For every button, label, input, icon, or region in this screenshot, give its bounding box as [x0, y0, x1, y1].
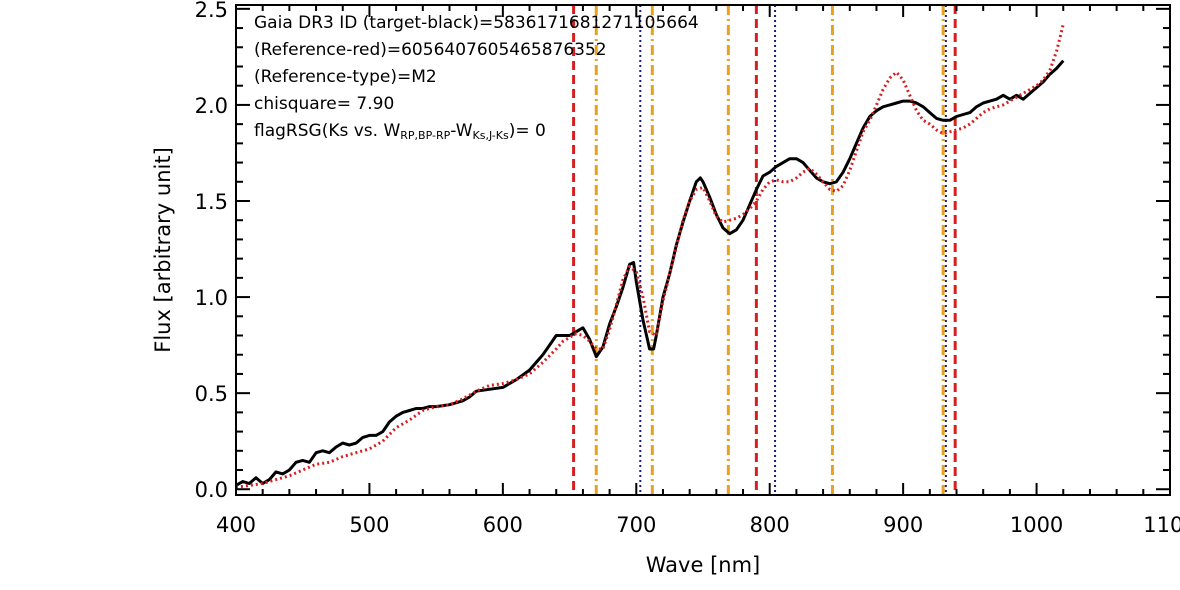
- x-tick-label: 900: [883, 513, 923, 537]
- y-tick-label: 2.0: [195, 94, 228, 118]
- y-tick-label: 0.5: [195, 382, 228, 406]
- x-tick-label: 800: [750, 513, 790, 537]
- spectra: [236, 23, 1065, 489]
- annotation-line-3: chisquare= 7.90: [254, 94, 394, 114]
- annotation-line-2: (Reference-type)=M2: [254, 67, 437, 87]
- reference-lines: [572, 5, 957, 495]
- y-tick-label: 1.0: [195, 286, 228, 310]
- y-tick-label: 0.0: [195, 478, 228, 502]
- annotation-line-1: (Reference-red)=6056407605465876352: [254, 40, 607, 60]
- x-tick-label: 400: [216, 513, 256, 537]
- y-axis-label: Flux [arbitrary unit]: [151, 147, 175, 353]
- x-tick-label: 700: [616, 513, 656, 537]
- series-line-1: [236, 23, 1065, 489]
- plot-frame: [235, 4, 1171, 496]
- x-axis-label: Wave [nm]: [646, 553, 760, 577]
- annotation-line-0: Gaia DR3 ID (target-black)=5836171681271…: [254, 13, 699, 33]
- series-line-0: [236, 59, 1065, 487]
- x-tick-label: 600: [483, 513, 523, 537]
- axis-ticks: [235, 5, 1171, 495]
- y-tick-label: 1.5: [195, 190, 228, 214]
- annotation-line-4: flagRSG(Ks vs. WRP,BP-RP-WKs,J-Ks)= 0: [254, 121, 546, 142]
- y-tick-label: 2.5: [195, 0, 228, 22]
- annotations: Gaia DR3 ID (target-black)=5836171681271…: [254, 13, 699, 142]
- x-tick-label: 500: [349, 513, 389, 537]
- x-tick-label: 1000: [1010, 513, 1063, 537]
